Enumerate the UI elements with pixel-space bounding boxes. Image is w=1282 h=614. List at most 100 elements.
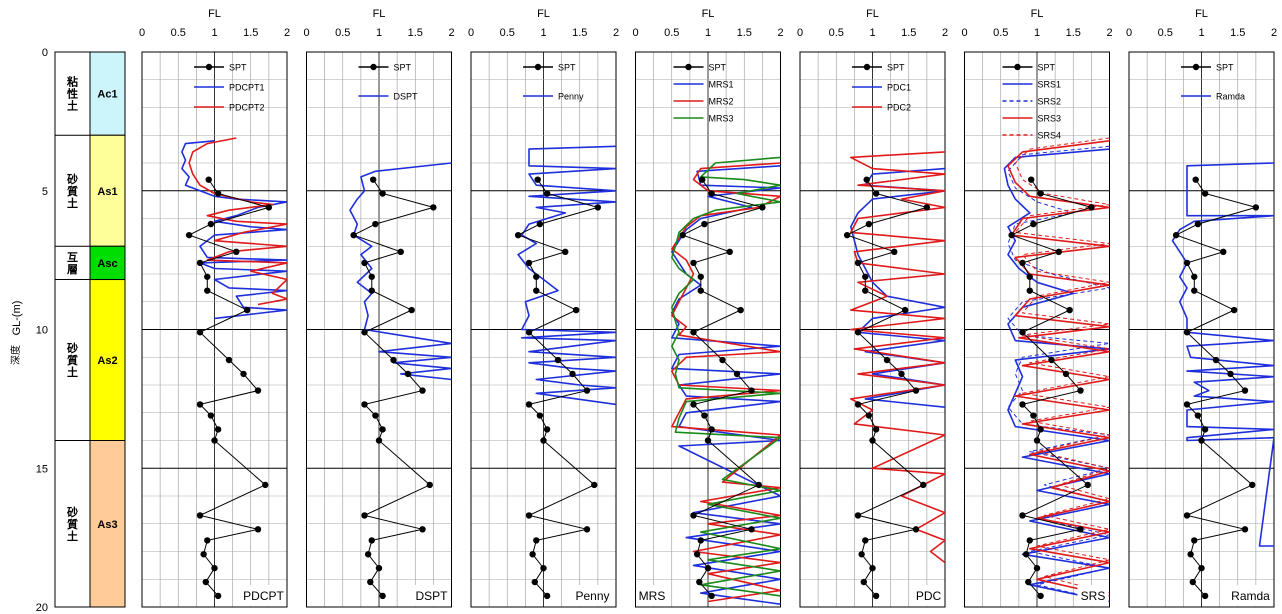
panel-axis-title: FL bbox=[373, 8, 386, 20]
panel-frame bbox=[306, 51, 452, 608]
spt-point bbox=[872, 426, 880, 433]
panel-x-tick-label: 0.5 bbox=[335, 27, 350, 39]
spt-point bbox=[572, 306, 580, 314]
spt-point bbox=[543, 592, 551, 600]
spt-point bbox=[701, 220, 708, 228]
spt-point bbox=[1022, 551, 1030, 558]
spt-point bbox=[196, 259, 204, 267]
stratum-soil-char: 砂 bbox=[67, 505, 78, 519]
panel-x-tick-label: 1.5 bbox=[572, 27, 587, 39]
panel-x-tick-label: 2 bbox=[613, 27, 619, 39]
panel-x-tick-label: 2 bbox=[448, 27, 454, 39]
panel-name-bg bbox=[913, 585, 944, 606]
legend-label: SPT bbox=[1216, 63, 1234, 73]
stratum-code: As3 bbox=[97, 519, 117, 531]
panel-series-group bbox=[514, 145, 616, 600]
spt-point bbox=[701, 412, 708, 419]
spt-point bbox=[536, 412, 544, 419]
spt-point bbox=[397, 248, 404, 255]
spt-point bbox=[204, 273, 211, 280]
spt-point bbox=[1026, 287, 1033, 294]
panel-x-tick-label: 1 bbox=[376, 27, 382, 39]
spt-point bbox=[350, 231, 357, 239]
stratum-soil-char: 質 bbox=[67, 353, 78, 367]
legend-label: SPT bbox=[229, 63, 247, 73]
spt-point bbox=[690, 329, 697, 336]
panel-name-bg bbox=[241, 585, 286, 606]
legend-label: PDCPT2 bbox=[229, 103, 265, 113]
stratum-soil-char: 土 bbox=[67, 196, 78, 210]
spt-point bbox=[883, 356, 891, 364]
panel-name-box: SRS bbox=[1077, 585, 1109, 606]
spt-point bbox=[525, 329, 533, 336]
panel-frame bbox=[1128, 51, 1275, 608]
spt-point bbox=[690, 401, 697, 408]
legend-label: PDC1 bbox=[887, 83, 911, 93]
spt-point bbox=[1055, 248, 1062, 255]
legend-marker-spt bbox=[1014, 63, 1021, 71]
spt-point bbox=[200, 551, 207, 558]
spt-point bbox=[240, 370, 247, 378]
panel-name-box: MRS bbox=[636, 585, 668, 606]
panel-srs: FL 0 0.5 1 1.5 2 SPT SRS1 SRS2 SRS3 SRS4 SRS bbox=[961, 8, 1113, 608]
panel-frame bbox=[470, 51, 617, 608]
spt-point bbox=[1026, 273, 1033, 280]
spt-point bbox=[708, 426, 715, 433]
stratum-soil-char: 性 bbox=[67, 87, 78, 101]
spt-point bbox=[1212, 356, 1220, 364]
spt-point bbox=[865, 220, 873, 228]
spt-point bbox=[1189, 578, 1197, 586]
spt-point bbox=[1033, 564, 1041, 572]
spt-point bbox=[1084, 481, 1091, 489]
depth-tick-label: 20 bbox=[36, 602, 48, 614]
spt-point bbox=[1220, 248, 1227, 255]
stratum-soil-char: 土 bbox=[67, 529, 78, 543]
panel-frame bbox=[635, 51, 781, 608]
depth-axis-label-vertical: 深度 bbox=[9, 345, 22, 365]
panel-x-tick-label: 1.5 bbox=[737, 27, 752, 39]
spt-point bbox=[1019, 329, 1026, 336]
spt-point bbox=[862, 287, 869, 294]
series-line-ramda bbox=[1171, 162, 1274, 547]
legend-label: SRS3 bbox=[1038, 114, 1062, 124]
panel-mrs: FL 0 0.5 1 1.5 2 SPT MRS1 MRS2 MRS3 MRS bbox=[632, 8, 784, 608]
fl-panels: FL 0 0.5 1 1.5 2 SPT PDCPT1 PDCPT2 PDCPT FL 0 0.5 1 1.… bbox=[139, 8, 1277, 608]
spt-point bbox=[265, 204, 273, 211]
depth-tick-label: 5 bbox=[42, 186, 48, 198]
panel-x-tick-label: 1 bbox=[869, 27, 875, 39]
panel-ramda: FL 0 0.5 1 1.5 2 SPT Ramda Ramda bbox=[1126, 8, 1277, 608]
legend-label: SRS1 bbox=[1038, 80, 1062, 90]
spt-point bbox=[1201, 592, 1209, 600]
spt-point bbox=[1183, 259, 1191, 267]
spt-point bbox=[690, 259, 697, 267]
panel-frame bbox=[964, 51, 1110, 608]
spt-point bbox=[1191, 287, 1198, 294]
spt-point bbox=[901, 306, 909, 314]
series-line-penny bbox=[517, 145, 616, 406]
panel-x-tick-label: 2 bbox=[1106, 27, 1112, 39]
spt-point bbox=[1187, 551, 1194, 558]
legend-marker-spt bbox=[370, 63, 377, 71]
spt-point bbox=[207, 412, 215, 419]
spt-point bbox=[533, 287, 540, 294]
panel-series-group bbox=[843, 151, 945, 600]
spt-point bbox=[361, 259, 368, 267]
spt-point bbox=[1201, 426, 1209, 433]
series-line-pdc1 bbox=[849, 167, 945, 408]
spt-point bbox=[679, 231, 686, 239]
spt-point bbox=[540, 564, 547, 572]
spt-point bbox=[1172, 231, 1180, 239]
panel-axis-title: FL bbox=[1031, 8, 1044, 20]
legend-label: Ramda bbox=[1216, 92, 1245, 102]
spt-point bbox=[204, 537, 211, 544]
panel-x-tick-label: 1 bbox=[1034, 27, 1040, 39]
spt-point bbox=[1230, 306, 1238, 314]
spt-point bbox=[185, 231, 193, 239]
spt-point bbox=[375, 437, 383, 444]
spt-point bbox=[1037, 426, 1044, 433]
spt-point bbox=[594, 204, 602, 211]
spt-point bbox=[525, 512, 533, 519]
spt-point bbox=[368, 537, 375, 544]
stratum-soil-char: 互 bbox=[67, 251, 78, 264]
spt-point bbox=[1191, 273, 1198, 280]
